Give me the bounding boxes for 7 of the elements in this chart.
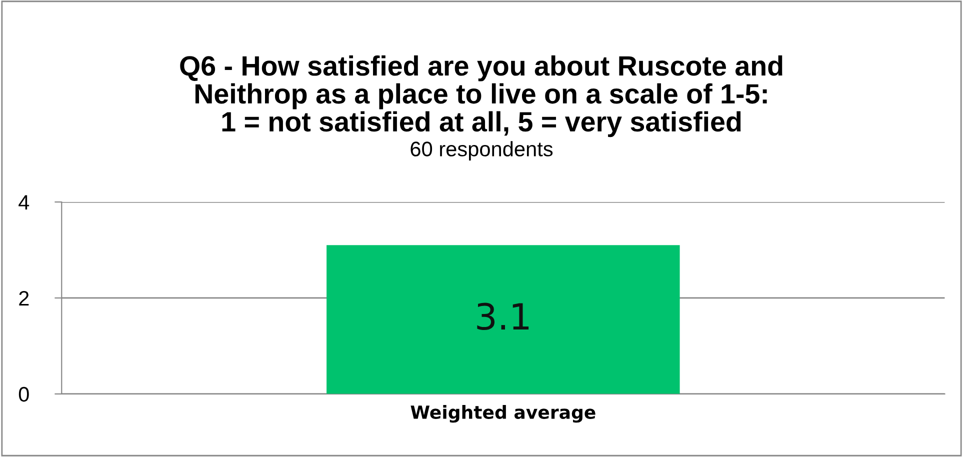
y-tick-label: 2 xyxy=(19,290,29,306)
chart-title: Q6 - How satisfied are you about Ruscote and Neithrop as a place to live on a scale of 1-5: 1 = not satisfied at all, 5 = very satisfied xyxy=(180,55,782,138)
x-tick-label: Weighted average xyxy=(410,405,596,423)
chart-subtitle: 60 respondents xyxy=(410,141,553,161)
y-tick-label: 0 xyxy=(18,386,29,402)
data-label: 3.1 xyxy=(477,302,529,330)
y-tick-label: 4 xyxy=(18,195,30,210)
